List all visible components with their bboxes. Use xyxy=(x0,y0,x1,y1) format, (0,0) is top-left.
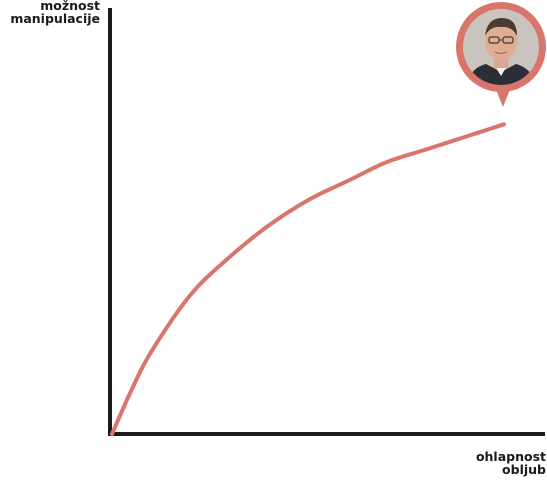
y-axis-label-line-2: manipulacije xyxy=(10,11,100,26)
y-axis-label-line-1: možnost xyxy=(40,0,100,13)
x-axis-label: ohlapnost obljub xyxy=(426,450,546,476)
series-line-0 xyxy=(110,122,506,436)
portrait-icon xyxy=(463,9,539,85)
x-axis-label-line-1: ohlapnost xyxy=(475,449,546,464)
x-axis-label-line-2: obljub xyxy=(502,462,546,477)
portrait-pin xyxy=(456,2,546,107)
y-axis-label: možnost manipulacije xyxy=(0,0,100,25)
series-layer xyxy=(110,122,506,436)
